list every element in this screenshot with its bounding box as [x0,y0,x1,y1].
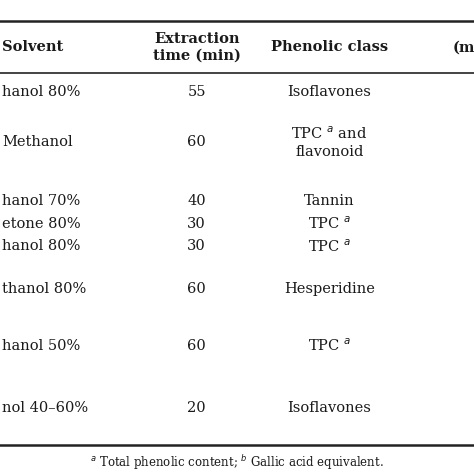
Text: 60: 60 [187,339,206,353]
Text: Isoflavones: Isoflavones [288,401,371,415]
Text: 40: 40 [187,194,206,209]
Text: 60: 60 [187,135,206,149]
Text: 20: 20 [187,401,206,415]
Text: hanol 70%: hanol 70% [2,194,81,209]
Text: Tannin: Tannin [304,194,355,209]
Text: 60: 60 [187,282,206,296]
Text: Methanol: Methanol [2,135,73,149]
Text: TPC $^{a}$ and
flavonoid: TPC $^{a}$ and flavonoid [292,126,367,159]
Text: TPC $^{a}$: TPC $^{a}$ [308,337,351,355]
Text: Solvent: Solvent [2,40,64,55]
Text: Phenolic class: Phenolic class [271,40,388,55]
Text: thanol 80%: thanol 80% [2,282,87,296]
Text: Isoflavones: Isoflavones [288,85,371,100]
Text: nol 40–60%: nol 40–60% [2,401,89,415]
Text: 30: 30 [187,239,206,254]
Text: TPC $^{a}$: TPC $^{a}$ [308,238,351,255]
Text: Extraction
time (min): Extraction time (min) [153,32,241,63]
Text: hanol 50%: hanol 50% [2,339,81,353]
Text: hanol 80%: hanol 80% [2,239,81,254]
Text: TPC $^{a}$: TPC $^{a}$ [308,215,351,232]
Text: 55: 55 [187,85,206,100]
Text: $^{a}$ Total phenolic content; $^{b}$ Gallic acid equivalent.: $^{a}$ Total phenolic content; $^{b}$ Ga… [90,453,384,472]
Text: Hesperidine: Hesperidine [284,282,375,296]
Text: 30: 30 [187,217,206,231]
Text: (mg: (mg [453,40,474,55]
Text: hanol 80%: hanol 80% [2,85,81,100]
Text: etone 80%: etone 80% [2,217,81,231]
